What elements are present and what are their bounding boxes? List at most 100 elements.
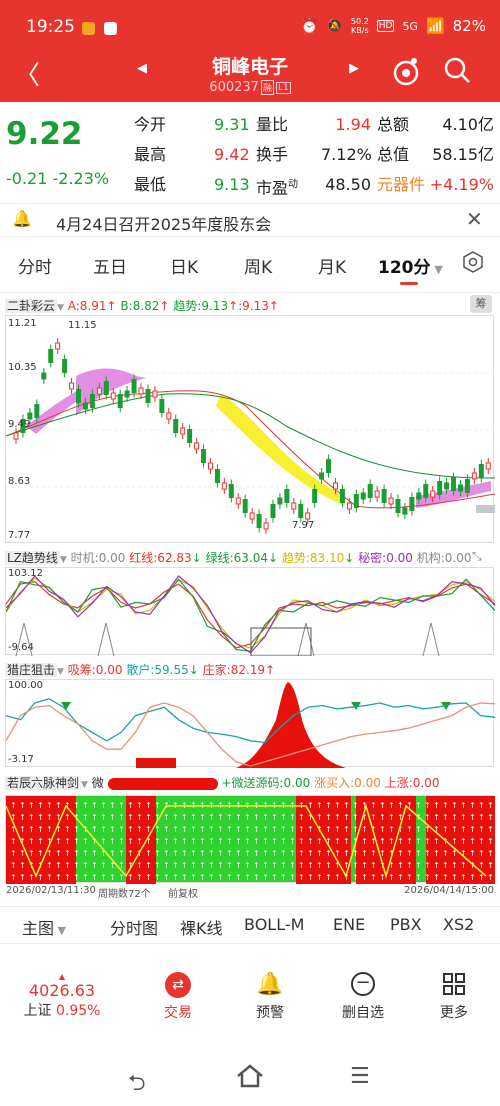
candle bbox=[263, 522, 269, 530]
chip-button[interactable]: 筹 bbox=[470, 295, 492, 313]
rc-arrow-glyph: ↑ bbox=[487, 801, 494, 810]
tab-boll[interactable]: BOLL-M bbox=[244, 915, 305, 934]
rc-arrow-glyph: ↑ bbox=[379, 837, 386, 846]
rc-arrow-glyph: ↑ bbox=[388, 837, 395, 846]
rc-arrow-glyph: ↑ bbox=[316, 801, 323, 810]
candle bbox=[478, 464, 484, 478]
rc-arrow-glyph: ↑ bbox=[343, 861, 350, 870]
rc-arrow-glyph: ↑ bbox=[253, 849, 260, 858]
high-marker: 11.15 bbox=[68, 320, 97, 331]
quote-labels-1: 今开 最高 最低 bbox=[134, 115, 167, 194]
candle bbox=[471, 472, 477, 480]
sys-menu-icon[interactable]: ☰ bbox=[350, 1064, 370, 1089]
lz-panel: LZ趋势线 ▼ 时机:0.00 红线:62.83↓ 绿线:63.04↓ 趋势:83… bbox=[0, 547, 500, 657]
prev-stock-icon[interactable]: ◀ bbox=[137, 61, 147, 76]
candle bbox=[138, 387, 144, 395]
zr-select[interactable]: 猎庄狙击 bbox=[5, 663, 58, 677]
next-stock-icon[interactable]: ▶ bbox=[349, 61, 359, 76]
rc-arrow-glyph: ↑ bbox=[487, 837, 494, 846]
lz-select[interactable]: LZ趋势线 bbox=[5, 551, 60, 565]
remove-watch-button[interactable]: − 删自选 bbox=[342, 972, 384, 1021]
tab-ene[interactable]: ENE bbox=[333, 915, 366, 934]
rc-arrow-glyph: ↑ bbox=[235, 849, 242, 858]
candle bbox=[173, 419, 179, 433]
more-button[interactable]: 更多 bbox=[432, 972, 476, 1022]
rc-arrow-glyph: ↑ bbox=[307, 861, 314, 870]
zr-chart[interactable]: 100.00 -3.17 bbox=[5, 679, 496, 768]
tab-intraday-chart[interactable]: 分时图 bbox=[110, 919, 159, 938]
rc-arrow-glyph: ↑ bbox=[415, 873, 422, 882]
sys-home-icon[interactable] bbox=[236, 1064, 264, 1092]
rc-arrow-glyph: ↑ bbox=[118, 873, 125, 882]
candle bbox=[346, 502, 352, 510]
close-icon[interactable]: ✕ bbox=[466, 207, 483, 231]
trade-button[interactable]: ⇄ 交易 bbox=[156, 972, 200, 1022]
candle bbox=[13, 432, 19, 440]
expand-icon[interactable]: ⤡ bbox=[472, 549, 482, 563]
indicator-select[interactable]: 二卦彩云 bbox=[5, 299, 58, 313]
rc-arrow-glyph: ↑ bbox=[433, 873, 440, 882]
rc-arrow-glyph: ↑ bbox=[109, 861, 116, 870]
rc-arrow-glyph: ↑ bbox=[55, 849, 62, 858]
rc-arrow-glyph: ↑ bbox=[82, 813, 89, 822]
rc-arrow-glyph: ↑ bbox=[100, 837, 107, 846]
candle bbox=[451, 477, 457, 491]
rc-arrow-glyph: ↑ bbox=[181, 813, 188, 822]
rc-arrow-glyph: ↑ bbox=[361, 861, 368, 870]
tab-5day[interactable]: 五日 bbox=[93, 258, 127, 278]
rc-chart[interactable]: ↑ ↑ ↑ ↑ ↑ ↑ ↑ ↑ ↑ ↑ ↑ ↑ ↑ ↑ ↑ ↑ ↑ ↑ ↑ ↑ ↑ ↑ ↑ ↑ ↑ ↑ ↑ ↑ ↑ ↑ ↑ ↑ ↑ ↑ ↑ ↑ ↑ ↑ ↑ ↑… bbox=[5, 795, 495, 884]
rc-arrow-glyph: ↑ bbox=[217, 837, 224, 846]
rc-arrow-glyph: ↑ bbox=[181, 849, 188, 858]
rc-arrow-glyph: ↑ bbox=[478, 873, 485, 882]
rc-arrow-glyph: ↑ bbox=[415, 849, 422, 858]
rc-arrow-glyph: ↑ bbox=[136, 837, 143, 846]
tab-xs2[interactable]: XS2 bbox=[443, 915, 475, 934]
tab-day-k[interactable]: 日K bbox=[170, 258, 199, 278]
rc-arrow-glyph: ↑ bbox=[307, 825, 314, 834]
rc-arrow-glyph: ↑ bbox=[163, 873, 170, 882]
rc-arrow-glyph: ↑ bbox=[361, 837, 368, 846]
back-icon[interactable]: 〈 bbox=[14, 61, 41, 91]
rc-arrow-glyph: ↑ bbox=[100, 825, 107, 834]
rc-arrow-glyph: ↑ bbox=[334, 873, 341, 882]
index-quote[interactable]: ▲ 4026.63 上证 0.95% bbox=[23, 972, 101, 1019]
rc-select[interactable]: 若辰六脉神剑 bbox=[5, 776, 82, 790]
rc-arrow-glyph: ↑ bbox=[19, 837, 26, 846]
signal-icon: 5G bbox=[402, 19, 418, 33]
rc-arrow-glyph: ↑ bbox=[235, 825, 242, 834]
rc-arrow-glyph: ↑ bbox=[307, 801, 314, 810]
current-price: 9.22 bbox=[6, 116, 83, 152]
tab-intraday[interactable]: 分时 bbox=[18, 258, 52, 278]
tab-week-k[interactable]: 周K bbox=[244, 258, 273, 278]
settings-hex-icon[interactable] bbox=[462, 251, 484, 278]
search-icon[interactable] bbox=[442, 55, 472, 85]
rc-arrow-glyph: ↑ bbox=[424, 861, 431, 870]
rc-arrow-glyph: ↑ bbox=[262, 861, 269, 870]
rc-arrow-glyph: ↑ bbox=[55, 825, 62, 834]
rc-arrow-glyph: ↑ bbox=[163, 837, 170, 846]
sys-back-icon[interactable]: ⮌ bbox=[128, 1071, 146, 1096]
rc-arrow-glyph: ↑ bbox=[361, 813, 368, 822]
rc-arrow-glyph: ↑ bbox=[217, 861, 224, 870]
tab-pbx[interactable]: PBX bbox=[390, 915, 422, 934]
rc-arrow-glyph: ↑ bbox=[415, 837, 422, 846]
rc-arrow-glyph: ↑ bbox=[217, 873, 224, 882]
alert-button[interactable]: 🔔 预警 bbox=[248, 972, 292, 1022]
tab-naked-k[interactable]: 裸K线 bbox=[180, 919, 223, 938]
tab-month-k[interactable]: 月K bbox=[318, 258, 347, 278]
lz-chart[interactable]: 103.12 -9.64 bbox=[5, 567, 496, 657]
rc-arrow-glyph: ↑ bbox=[91, 849, 98, 858]
rc-arrow-glyph: ↑ bbox=[154, 801, 161, 810]
rc-arrow-glyph: ↑ bbox=[424, 825, 431, 834]
main-chart-select[interactable]: 主图 ▼ bbox=[22, 919, 66, 938]
robot-icon[interactable] bbox=[390, 55, 422, 87]
rc-arrow-glyph: ↑ bbox=[271, 849, 278, 858]
rc-arrow-glyph: ↑ bbox=[460, 801, 467, 810]
rc-arrow-glyph: ↑ bbox=[316, 849, 323, 858]
rc-arrow-glyph: ↑ bbox=[91, 813, 98, 822]
kline-chart[interactable]: 11.21 10.35 9.49 8.63 7.77 11.15 7.97 bbox=[5, 315, 496, 543]
notice-text[interactable]: 4月24日召开2025年度股东会 bbox=[56, 215, 272, 234]
rc-arrow-glyph: ↑ bbox=[379, 801, 386, 810]
notice-bar[interactable]: 🔔 4月24日召开2025年度股东会 ✕ bbox=[0, 203, 500, 237]
tab-120min[interactable]: 120分 ▼ bbox=[378, 258, 443, 278]
